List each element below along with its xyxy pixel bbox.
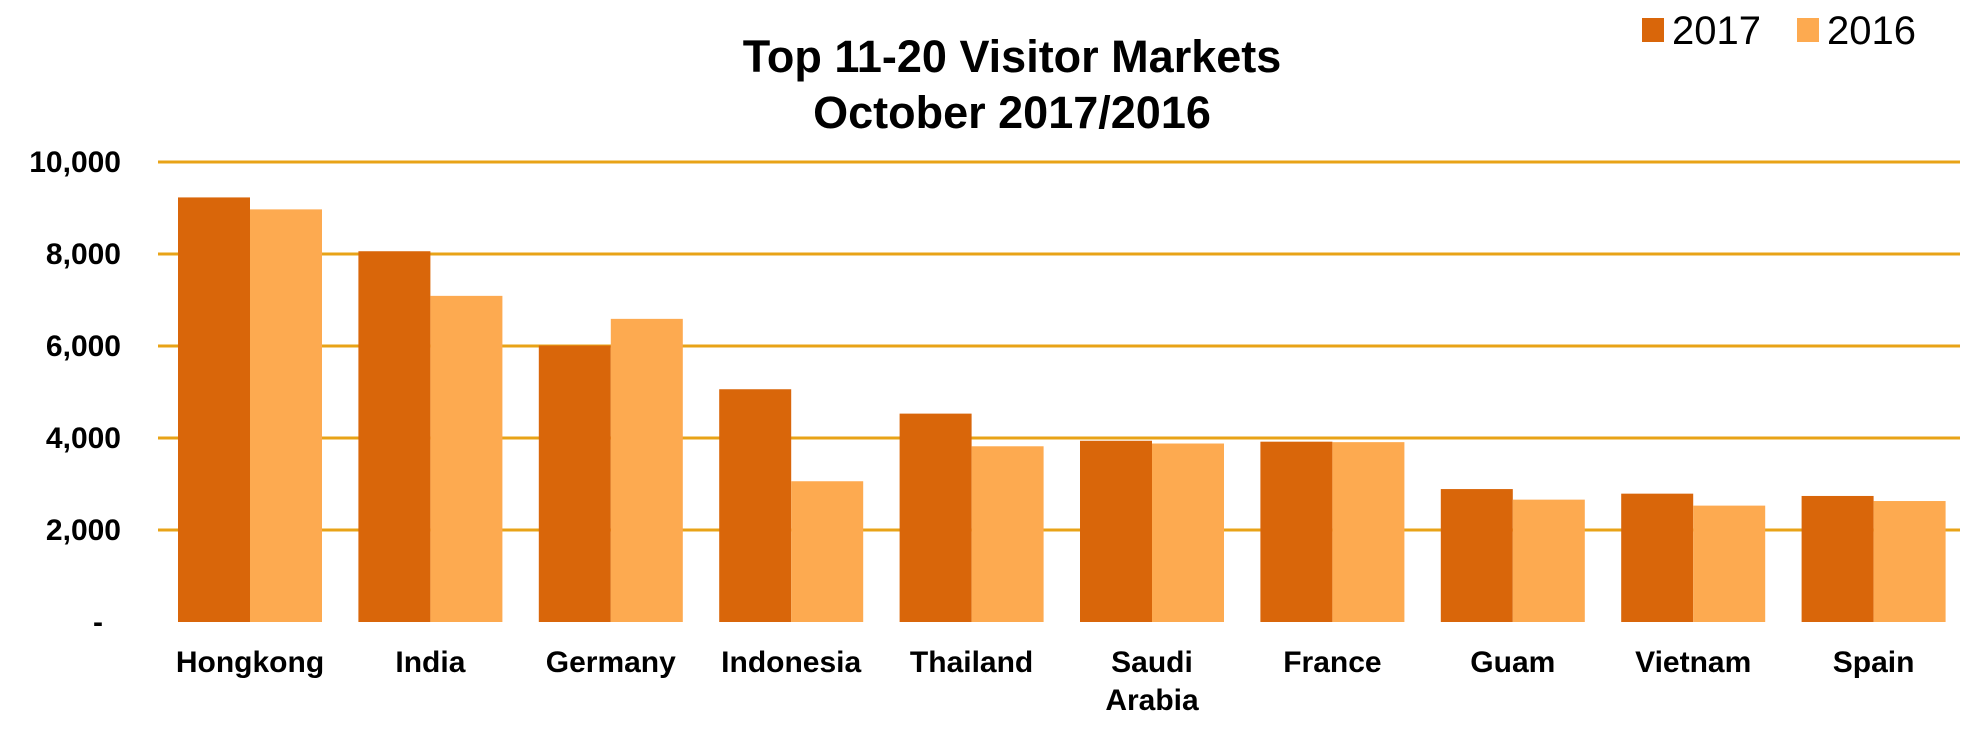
bar-2017-india — [358, 251, 431, 623]
bar-2017-hongkong — [178, 197, 250, 623]
x-category-label: France — [1283, 646, 1381, 679]
bar-2017-germany — [538, 345, 611, 622]
bar-2016-spain — [1873, 501, 1946, 622]
x-axis-category-labels: Hongkong India Germany Indonesia Thailand Sau… — [176, 646, 1915, 717]
bar-2017-thailand — [899, 413, 972, 622]
bar-2016-guam — [1512, 499, 1585, 622]
bar-2016-thailand — [971, 446, 1044, 622]
x-category-label: Spain — [1833, 646, 1915, 679]
legend-swatch-2016 — [1797, 18, 1819, 42]
x-category-label: Guam — [1470, 646, 1555, 679]
y-tick-label: 8,000 — [46, 238, 121, 271]
legend-label-2016: 2016 — [1827, 9, 1916, 53]
legend: 2017 2016 — [1642, 9, 1916, 53]
x-category-label: Germany — [546, 646, 676, 679]
chart-title-line: October 2017/2016 — [813, 87, 1211, 138]
bar-2017-guam — [1440, 489, 1513, 622]
bar-2016-hongkong — [250, 209, 322, 622]
bars — [178, 197, 1946, 623]
x-category-label: Vietnam — [1635, 646, 1751, 679]
bar-2016-france — [1332, 442, 1405, 622]
bar-2017-spain — [1801, 495, 1874, 622]
x-category-label: Arabia — [1105, 684, 1199, 717]
y-tick-label: 4,000 — [46, 422, 121, 455]
bar-2017-vietnam — [1621, 493, 1694, 622]
legend-swatch-2017 — [1642, 18, 1664, 42]
y-tick-label: 2,000 — [46, 514, 121, 547]
y-tick-label: - — [93, 606, 103, 639]
y-tick-label: 10,000 — [29, 146, 121, 179]
x-category-label: Thailand — [910, 646, 1033, 679]
bar-2017-france — [1260, 441, 1333, 622]
bar-2017-indonesia — [719, 389, 792, 622]
y-tick-label: 6,000 — [46, 330, 121, 363]
chart-title-line: Top 11-20 Visitor Markets — [743, 31, 1282, 82]
x-category-label: India — [395, 646, 465, 679]
x-category-label: Hongkong — [176, 646, 324, 679]
bar-2016-india — [430, 295, 503, 622]
bar-2016-vietnam — [1693, 505, 1766, 622]
x-category-label: Saudi — [1111, 646, 1193, 679]
y-axis-tick-labels: - 2,000 4,000 6,000 8,000 10,000 — [29, 146, 121, 639]
bar-2016-indonesia — [791, 481, 864, 622]
bar-2016-germany — [610, 318, 683, 622]
legend-label-2017: 2017 — [1672, 9, 1761, 53]
x-category-label: Indonesia — [721, 646, 861, 679]
bar-2017-saudi-arabia — [1080, 440, 1152, 622]
bar-2016-saudi-arabia — [1152, 443, 1224, 622]
